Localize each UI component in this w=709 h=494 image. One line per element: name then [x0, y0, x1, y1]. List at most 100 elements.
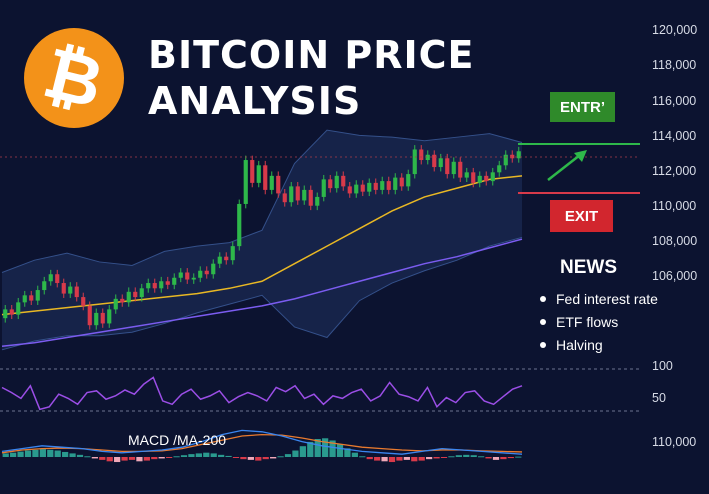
macd-histogram-bar	[500, 457, 507, 460]
candle-body	[35, 290, 40, 301]
macd-histogram-bar	[47, 449, 54, 457]
macd-histogram-bar	[114, 457, 121, 463]
macd-histogram-bar	[284, 454, 292, 457]
candle-body	[191, 277, 196, 280]
price-tick-label: 106,000	[652, 269, 698, 283]
band-fill	[2, 130, 522, 350]
candle-body	[380, 181, 385, 190]
candle-body	[412, 149, 417, 175]
trend-arrow-head-icon	[574, 150, 587, 162]
macd-label: MACD /MA-200	[128, 432, 227, 448]
exit-signal-button[interactable]: EXIT	[550, 200, 613, 232]
macd-histogram-bar	[99, 457, 106, 460]
candle-body	[315, 196, 320, 206]
macd-histogram-bar	[478, 456, 485, 458]
candle-body	[152, 283, 157, 289]
candle-body	[237, 203, 242, 247]
candle-body	[217, 256, 222, 264]
candle-body	[230, 246, 235, 261]
candle-body	[159, 281, 164, 289]
candle-body	[503, 154, 508, 166]
candle-body	[276, 175, 281, 194]
candle-body	[22, 295, 27, 303]
candle-body	[432, 154, 437, 168]
candlesticks	[3, 145, 521, 330]
macd-histogram-bar	[54, 450, 61, 457]
macd-histogram-bar	[24, 450, 32, 457]
trend-arrow-icon	[547, 154, 581, 181]
macd-histogram-bar	[515, 456, 522, 458]
macd-histogram-bar	[507, 457, 514, 459]
candle-body	[133, 291, 138, 298]
bullet-icon	[540, 318, 546, 325]
macd-histogram-bar	[2, 453, 9, 457]
macd-histogram-bar	[10, 452, 17, 457]
macd-histogram-bar	[374, 457, 381, 461]
rsi-panel	[0, 368, 640, 412]
candle-body	[308, 189, 313, 206]
candle-body	[185, 272, 190, 280]
price-tick-label: 108,000	[652, 234, 698, 248]
macd-histogram-bar	[62, 451, 69, 457]
macd-histogram-bar	[232, 457, 240, 458]
candle-body	[477, 175, 482, 183]
rsi-line	[1, 376, 523, 411]
price-tick-label: 116,000	[652, 94, 697, 108]
candle-body	[334, 175, 339, 189]
candle-body	[516, 151, 521, 159]
macd-histogram-bar	[195, 453, 202, 457]
macd-histogram-bar	[381, 457, 388, 462]
macd-histogram-bar	[448, 456, 455, 458]
price-tick-label: 112,000	[652, 164, 697, 178]
macd-histogram-bar	[388, 457, 396, 463]
macd-histogram-bar	[492, 457, 500, 460]
candle-body	[81, 297, 86, 306]
entry-signal-button[interactable]: ENTR’	[550, 92, 615, 122]
macd-histogram-bar	[366, 457, 373, 460]
candle-body	[328, 179, 333, 189]
macd-histogram-bar	[84, 456, 91, 458]
macd-histogram-bar	[455, 455, 462, 457]
candle-body	[165, 281, 170, 285]
ma-short-line	[1, 175, 523, 316]
macd-histogram-bar	[143, 457, 150, 461]
news-item: Halving	[540, 333, 658, 356]
bitcoin-symbol: ₿	[36, 31, 112, 125]
macd-histogram-bar	[396, 457, 403, 461]
candle-body	[263, 165, 268, 190]
macd-histogram-bar	[255, 457, 262, 461]
candle-body	[399, 177, 404, 187]
macd-histogram-bar	[203, 452, 210, 457]
candle-body	[347, 186, 352, 194]
macd-histogram-bar	[166, 457, 173, 458]
price-tick-label: 118,000	[652, 58, 697, 72]
macd-histogram-bar	[210, 453, 217, 457]
candle-body	[419, 149, 424, 161]
macd-histogram-bar	[180, 455, 188, 457]
candle-body	[464, 172, 469, 178]
page-title: BITCOIN PRICE ANALYSIS	[148, 32, 474, 124]
macd-histogram-bar	[463, 454, 470, 457]
candle-body	[354, 184, 359, 194]
macd-histogram-bar	[32, 449, 39, 457]
macd-line	[1, 429, 523, 455]
candle-body	[178, 272, 183, 278]
moving-averages	[1, 175, 523, 348]
candle-body	[126, 291, 131, 303]
macd-histogram-bar	[336, 444, 344, 457]
macd-histogram-bar	[240, 457, 247, 460]
candle-body	[256, 165, 261, 183]
macd-histogram-bar	[121, 457, 128, 461]
candle-body	[29, 295, 34, 301]
news-list: Fed interest rate ETF flows Halving	[540, 287, 658, 356]
macd-histogram-bar	[359, 456, 366, 458]
candle-body	[146, 283, 151, 289]
candle-body	[497, 165, 502, 173]
candle-body	[3, 309, 8, 319]
candle-body	[68, 286, 73, 294]
macd-histogram-bar	[173, 456, 180, 458]
candle-body	[204, 270, 209, 275]
macd-histogram-bar	[351, 452, 358, 457]
macd-histogram-bar	[485, 457, 492, 459]
